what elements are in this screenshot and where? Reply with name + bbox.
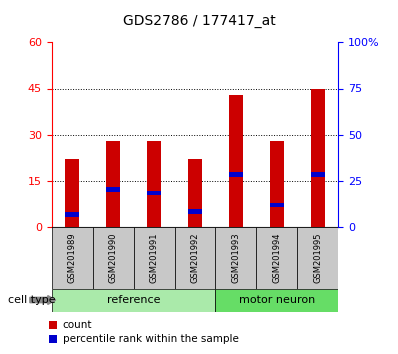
Text: GSM201993: GSM201993 xyxy=(232,232,240,283)
Bar xyxy=(229,95,243,227)
Bar xyxy=(52,289,215,312)
Bar xyxy=(215,289,338,312)
Bar xyxy=(93,227,134,289)
Bar xyxy=(215,227,256,289)
Bar xyxy=(297,227,338,289)
Legend: count, percentile rank within the sample: count, percentile rank within the sample xyxy=(49,320,238,344)
Bar xyxy=(106,188,120,192)
Text: GSM201990: GSM201990 xyxy=(109,232,118,283)
Bar xyxy=(188,159,202,227)
Text: GSM201989: GSM201989 xyxy=(68,232,77,283)
Bar xyxy=(229,172,243,177)
Bar xyxy=(52,227,93,289)
Bar xyxy=(188,209,202,213)
Bar xyxy=(134,227,175,289)
Text: reference: reference xyxy=(107,295,160,305)
Bar xyxy=(311,88,325,227)
Bar xyxy=(106,141,120,227)
Text: GSM201991: GSM201991 xyxy=(150,232,158,283)
Bar xyxy=(147,141,161,227)
Text: GSM201994: GSM201994 xyxy=(272,232,281,283)
Text: motor neuron: motor neuron xyxy=(239,295,315,305)
Bar xyxy=(311,172,325,177)
Bar xyxy=(270,141,284,227)
Text: cell type: cell type xyxy=(8,295,56,305)
Bar xyxy=(147,190,161,195)
Bar xyxy=(270,203,284,207)
Text: GSM201992: GSM201992 xyxy=(191,232,199,283)
Bar xyxy=(175,227,215,289)
Bar xyxy=(65,159,79,227)
Text: GSM201995: GSM201995 xyxy=(313,232,322,283)
Bar xyxy=(256,227,297,289)
Bar xyxy=(65,212,79,217)
Text: GDS2786 / 177417_at: GDS2786 / 177417_at xyxy=(123,14,275,28)
